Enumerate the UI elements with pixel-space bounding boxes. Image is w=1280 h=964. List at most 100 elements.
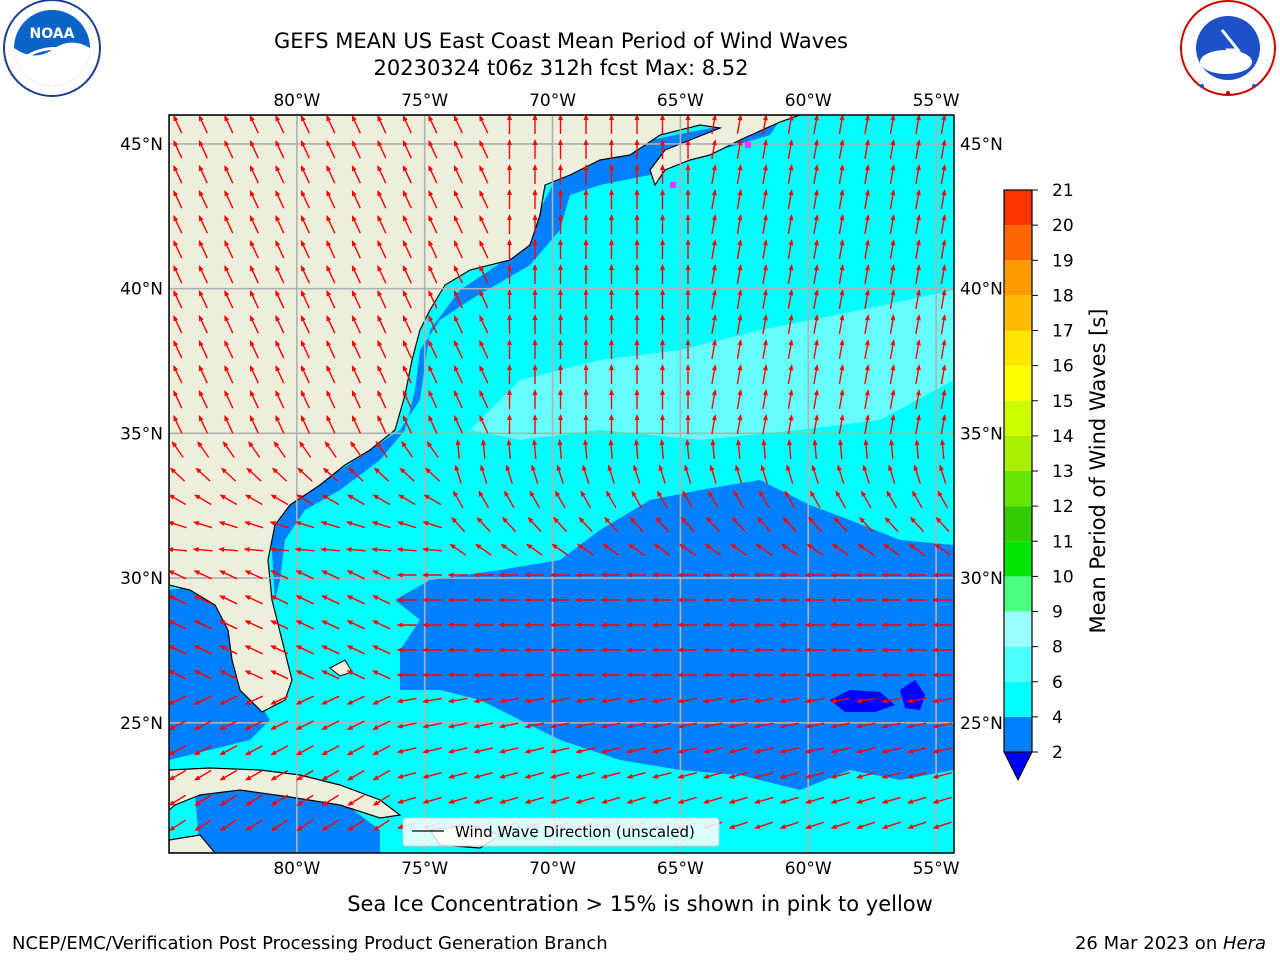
land-north-america xyxy=(169,115,801,713)
wind-arrow xyxy=(453,490,464,509)
wind-arrow xyxy=(609,389,614,409)
wind-arrow xyxy=(558,339,563,359)
wind-arrow xyxy=(830,597,850,603)
wind-arrow xyxy=(864,214,870,234)
wind-arrow xyxy=(244,570,263,580)
wind-arrow xyxy=(249,240,259,259)
wind-arrow xyxy=(685,239,691,259)
wind-arrow xyxy=(193,494,212,506)
wind-arrow xyxy=(600,622,621,628)
wind-arrow xyxy=(169,547,188,553)
wind-arrow xyxy=(524,622,544,628)
wind-arrow xyxy=(479,365,489,384)
wind-arrow xyxy=(864,115,870,134)
wind-arrow xyxy=(855,771,876,779)
wind-arrow xyxy=(377,165,387,184)
wind-arrow xyxy=(198,115,208,134)
wind-arrow xyxy=(524,722,544,729)
wind-arrow xyxy=(321,670,340,680)
wind-arrow xyxy=(580,490,592,509)
wind-arrow xyxy=(932,796,952,804)
colorbar-tick-label: 12 xyxy=(1052,497,1074,517)
wind-arrow xyxy=(651,622,672,628)
map-frame xyxy=(168,114,955,854)
wind-arrow xyxy=(473,672,493,678)
wind-arrow xyxy=(609,115,614,134)
wind-arrow xyxy=(706,516,721,533)
wind-arrow xyxy=(423,494,442,506)
colorbar-label: Mean Period of Wind Waves [s] xyxy=(1086,309,1110,634)
colorbar-tick-label: 21 xyxy=(1052,181,1074,201)
wind-arrow xyxy=(428,415,438,434)
wind-arrow xyxy=(504,490,515,509)
wind-arrow xyxy=(295,595,314,605)
wind-arrow xyxy=(346,494,365,506)
wind-arrow xyxy=(779,796,799,804)
wind-arrow xyxy=(396,572,417,578)
wind-arrow xyxy=(295,720,314,730)
wind-arrow xyxy=(351,340,361,359)
wind-arrow xyxy=(529,490,541,509)
wind-arrow xyxy=(600,722,621,729)
wind-arrow xyxy=(428,165,438,184)
sea-ice-mark-2 xyxy=(670,182,676,188)
lon-label-bottom: 75°W xyxy=(401,859,448,879)
colorbar-tick-label: 18 xyxy=(1052,286,1074,306)
wind-arrow xyxy=(558,414,563,434)
wind-arrow xyxy=(634,189,640,209)
wind-arrow xyxy=(347,819,365,832)
wind-arrow xyxy=(198,240,208,259)
wind-arrow xyxy=(275,165,285,184)
wind-arrow xyxy=(498,796,519,804)
wind-arrow xyxy=(532,289,538,309)
lon-label-bottom: 70°W xyxy=(529,859,576,879)
wind-arrow xyxy=(762,314,768,334)
wind-arrow xyxy=(607,464,615,484)
wind-arrow xyxy=(940,115,947,134)
wind-arrow xyxy=(583,115,589,134)
wind-arrow xyxy=(806,543,824,556)
wind-arrow xyxy=(273,440,286,458)
wind-arrow xyxy=(575,747,595,754)
wind-arrow xyxy=(881,747,901,754)
wind-arrow xyxy=(195,467,211,482)
wind-arrow xyxy=(249,315,259,334)
wind-arrow xyxy=(609,264,614,284)
wind-arrow xyxy=(453,290,463,309)
wind-arrow xyxy=(838,339,845,359)
wind-arrow xyxy=(372,595,391,605)
wind-arrow xyxy=(532,314,538,334)
wind-arrow xyxy=(940,289,947,309)
wind-arrow xyxy=(753,672,774,678)
wind-arrow xyxy=(787,239,794,259)
wind-arrow xyxy=(558,115,563,134)
wind-arrow xyxy=(479,390,489,409)
wind-arrow xyxy=(296,819,314,832)
wind-arrow xyxy=(507,189,512,209)
wind-arrow xyxy=(295,769,314,781)
wind-arrow xyxy=(838,239,845,259)
lat-label-right: 30°N xyxy=(960,569,1003,589)
wind-arrow xyxy=(634,314,640,334)
wind-arrow xyxy=(583,439,589,460)
wind-arrow xyxy=(173,140,183,159)
wind-arrow xyxy=(786,464,794,484)
wind-arrow xyxy=(779,572,799,578)
wind-arrow xyxy=(762,189,768,209)
wind-arrow xyxy=(532,439,538,460)
wind-wave-arrows xyxy=(169,115,952,832)
wind-arrow xyxy=(813,264,819,284)
wind-arrow xyxy=(326,390,336,409)
colorbar-tick-label: 9 xyxy=(1052,603,1063,623)
wind-arrow xyxy=(830,697,850,704)
wind-arrow xyxy=(326,140,336,159)
wind-arrow xyxy=(402,115,412,134)
wind-arrow xyxy=(651,597,672,603)
wind-arrow xyxy=(575,697,595,704)
wind-arrow xyxy=(759,490,770,509)
period-lt2-patch-2 xyxy=(900,680,925,710)
wind-arrow xyxy=(326,365,336,384)
wind-arrow xyxy=(473,722,493,729)
wind-arrow xyxy=(830,821,850,829)
wind-arrow xyxy=(422,771,442,779)
